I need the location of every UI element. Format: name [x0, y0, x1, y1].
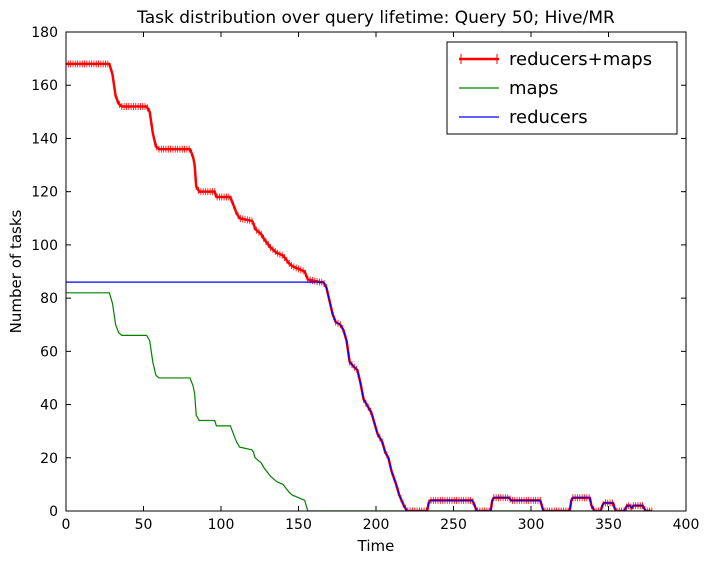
y-tick-label: 120 [31, 185, 58, 201]
legend-label: reducers+maps [509, 49, 652, 70]
y-tick-label: 0 [49, 504, 58, 520]
x-tick-label: 0 [62, 517, 71, 533]
chart-title: Task distribution over query lifetime: Q… [136, 8, 615, 28]
y-tick-label: 60 [40, 344, 58, 360]
y-tick-label: 40 [40, 398, 58, 414]
y-tick-label: 20 [40, 451, 58, 467]
y-tick-label: 80 [40, 291, 58, 307]
legend-label: reducers [509, 107, 588, 128]
y-tick-label: 180 [31, 25, 58, 41]
y-tick-label: 140 [31, 131, 58, 147]
y-tick-label: 160 [31, 78, 58, 94]
series-layer [66, 60, 653, 511]
x-axis: 0 50 100 150 200 250 300 350 400 [62, 32, 700, 533]
series-line-reducers [66, 281, 652, 511]
x-tick-label: 350 [595, 517, 622, 533]
y-axis: 0 20 40 60 80 100 120 140 160 180 [31, 25, 686, 520]
legend: reducers+maps maps reducers [446, 41, 678, 135]
x-tick-label: 250 [440, 517, 467, 533]
x-tick-label: 150 [285, 517, 312, 533]
legend-label: maps [509, 78, 558, 99]
x-tick-label: 100 [208, 517, 235, 533]
x-tick-label: 400 [673, 517, 700, 533]
x-tick-label: 200 [363, 517, 390, 533]
series-line-maps [66, 292, 652, 511]
series-markers-reducers-maps [66, 60, 653, 511]
x-tick-label: 300 [518, 517, 545, 533]
x-tick-label: 50 [135, 517, 153, 533]
y-axis-label: Number of tasks [7, 209, 25, 333]
x-axis-label: Time [357, 537, 395, 555]
y-tick-label: 100 [31, 238, 58, 254]
